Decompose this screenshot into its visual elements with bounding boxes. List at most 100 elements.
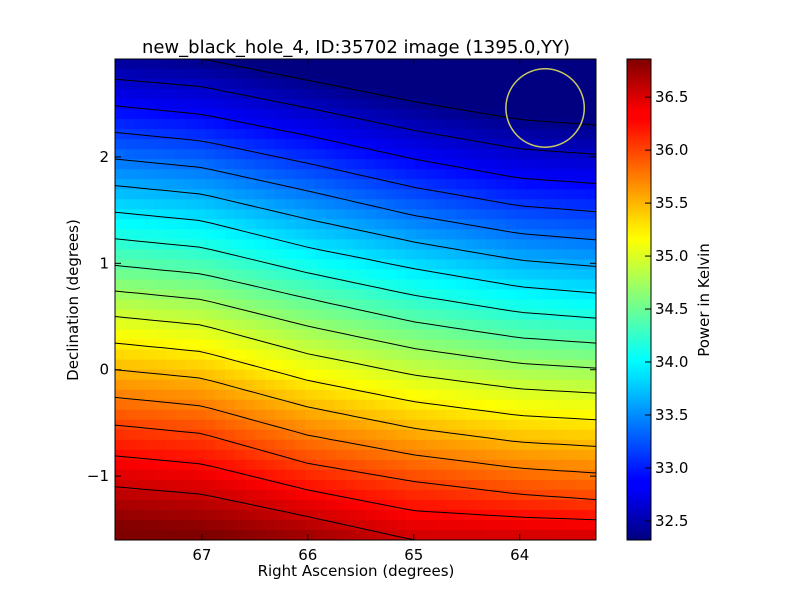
heatmap-cell [325, 199, 337, 210]
heatmap-cell [195, 409, 206, 421]
heatmap-cell [315, 339, 327, 351]
heatmap-cell [335, 409, 347, 421]
heatmap-cell [275, 99, 286, 110]
heatmap-cell [505, 499, 517, 511]
heatmap-cell [205, 379, 216, 391]
heatmap-cell [165, 379, 176, 391]
heatmap-cell [195, 339, 206, 351]
heatmap-cell [245, 249, 256, 261]
heatmap-cell [275, 299, 286, 311]
heatmap-cell [285, 229, 296, 240]
heatmap-cell [555, 429, 567, 441]
heatmap-cell [155, 409, 166, 421]
heatmap-cell [555, 199, 567, 210]
heatmap-cell [125, 169, 136, 180]
heatmap-cell [415, 469, 427, 481]
heatmap-cell [205, 419, 216, 431]
heatmap-cell [305, 429, 317, 441]
heatmap-cell [245, 449, 256, 461]
heatmap-cell [185, 439, 196, 451]
heatmap-cell [165, 259, 176, 271]
heatmap-cell [315, 269, 327, 281]
heatmap-cell [385, 419, 397, 431]
heatmap-cell [345, 209, 357, 220]
heatmap-cell [205, 349, 216, 361]
heatmap-cell [195, 89, 206, 100]
heatmap-cell [345, 349, 357, 361]
heatmap-cell [535, 439, 547, 451]
heatmap-cell [295, 529, 306, 540]
heatmap-cell [565, 329, 577, 341]
heatmap-cell [195, 99, 206, 110]
heatmap-cell [435, 509, 447, 521]
heatmap-cell [225, 389, 236, 401]
heatmap-cell [335, 349, 347, 361]
heatmap-cell [345, 429, 357, 441]
heatmap-cell [245, 339, 256, 351]
heatmap-cell [325, 69, 337, 80]
heatmap-cell [435, 249, 447, 261]
heatmap-cell [535, 399, 547, 411]
heatmap-cell [125, 519, 136, 531]
heatmap-cell [395, 119, 407, 130]
heatmap-cell [545, 489, 557, 501]
heatmap-cell [165, 109, 176, 120]
heatmap-cell [345, 99, 357, 110]
heatmap-cell [355, 219, 367, 230]
heatmap-cell [345, 419, 357, 431]
heatmap-cell [155, 209, 166, 220]
heatmap-cell [505, 429, 517, 441]
heatmap-cell [535, 449, 547, 461]
heatmap-cell [175, 59, 186, 70]
heatmap-cell [545, 209, 557, 220]
heatmap-cell [495, 129, 507, 140]
heatmap-cell [235, 209, 246, 220]
heatmap-cell [355, 349, 367, 361]
heatmap-cell [225, 109, 236, 120]
heatmap-cell [405, 379, 417, 391]
heatmap-cell [265, 299, 276, 311]
heatmap-cell [275, 279, 286, 291]
heatmap-cell [345, 109, 357, 120]
heatmap-cell [145, 399, 156, 411]
y-tick-label: −1 [87, 467, 109, 485]
heatmap-cell [255, 519, 266, 531]
heatmap-cell [335, 79, 347, 90]
contour-lines [115, 59, 596, 540]
heatmap-cell [155, 259, 166, 271]
heatmap-cell [285, 459, 296, 471]
heatmap-cell [335, 179, 347, 190]
heatmap-cell [525, 209, 537, 220]
heatmap-cell [555, 279, 567, 291]
heatmap-cell [185, 229, 196, 240]
heatmap-cell [415, 219, 427, 230]
heatmap-cell [165, 359, 176, 371]
heatmap-cell [415, 109, 427, 120]
heatmap-cell [315, 159, 327, 170]
heatmap-cell [525, 149, 537, 160]
heatmap-cell [585, 139, 596, 150]
heatmap-cell [365, 149, 377, 160]
heatmap-cell [445, 479, 457, 491]
heatmap-cell [415, 199, 427, 210]
heatmap-cell [415, 349, 427, 361]
heatmap-cell [295, 269, 306, 281]
heatmap-cell [525, 259, 537, 271]
heatmap-cell [155, 369, 166, 381]
heatmap-cell [375, 479, 387, 491]
heatmap-cell [355, 259, 367, 271]
heatmap-cell [405, 409, 417, 421]
heatmap-cell [455, 379, 467, 391]
heatmap-cell [525, 189, 537, 200]
heatmap-cell [235, 509, 246, 521]
heatmap-cell [495, 379, 507, 391]
heatmap-cell [335, 289, 347, 301]
heatmap-cell [355, 119, 367, 130]
heatmap-cell [415, 59, 427, 70]
heatmap-cell [175, 259, 186, 271]
heatmap-cell [475, 219, 487, 230]
heatmap-cell [345, 509, 357, 521]
heatmap-cell [515, 149, 527, 160]
heatmap-cell [125, 499, 136, 511]
heatmap-cell [215, 429, 226, 441]
